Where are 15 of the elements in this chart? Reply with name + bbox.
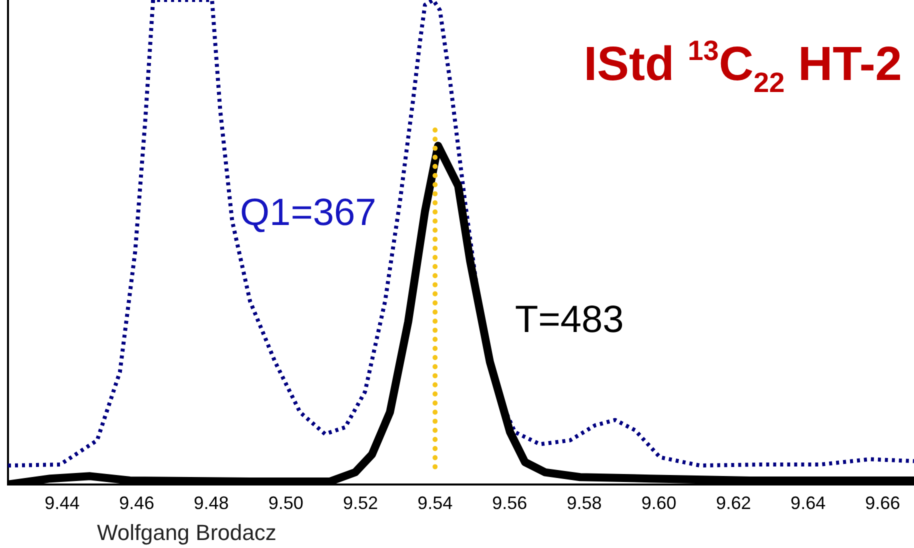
x-tick-label: 9.44 — [44, 493, 80, 514]
series-label: T=483 — [515, 299, 624, 341]
x-tick-label: 9.52 — [342, 493, 378, 514]
x-tick-label: 9.50 — [268, 493, 304, 514]
x-tick-label: 9.56 — [492, 493, 528, 514]
x-tick-label: 9.54 — [418, 493, 453, 514]
x-tick-label: 9.46 — [119, 493, 154, 514]
x-tick-label: 9.58 — [566, 493, 602, 514]
x-tick-label: 9.64 — [790, 493, 826, 514]
x-tick-label: 9.60 — [641, 493, 676, 514]
x-tick-label: 9.48 — [194, 493, 229, 514]
series-label: Q1=367 — [240, 192, 376, 234]
text: Wolfgang Brodacz — [97, 520, 276, 545]
x-tick-label: 9.66 — [865, 493, 900, 514]
x-tick-label: 9.62 — [716, 493, 751, 514]
